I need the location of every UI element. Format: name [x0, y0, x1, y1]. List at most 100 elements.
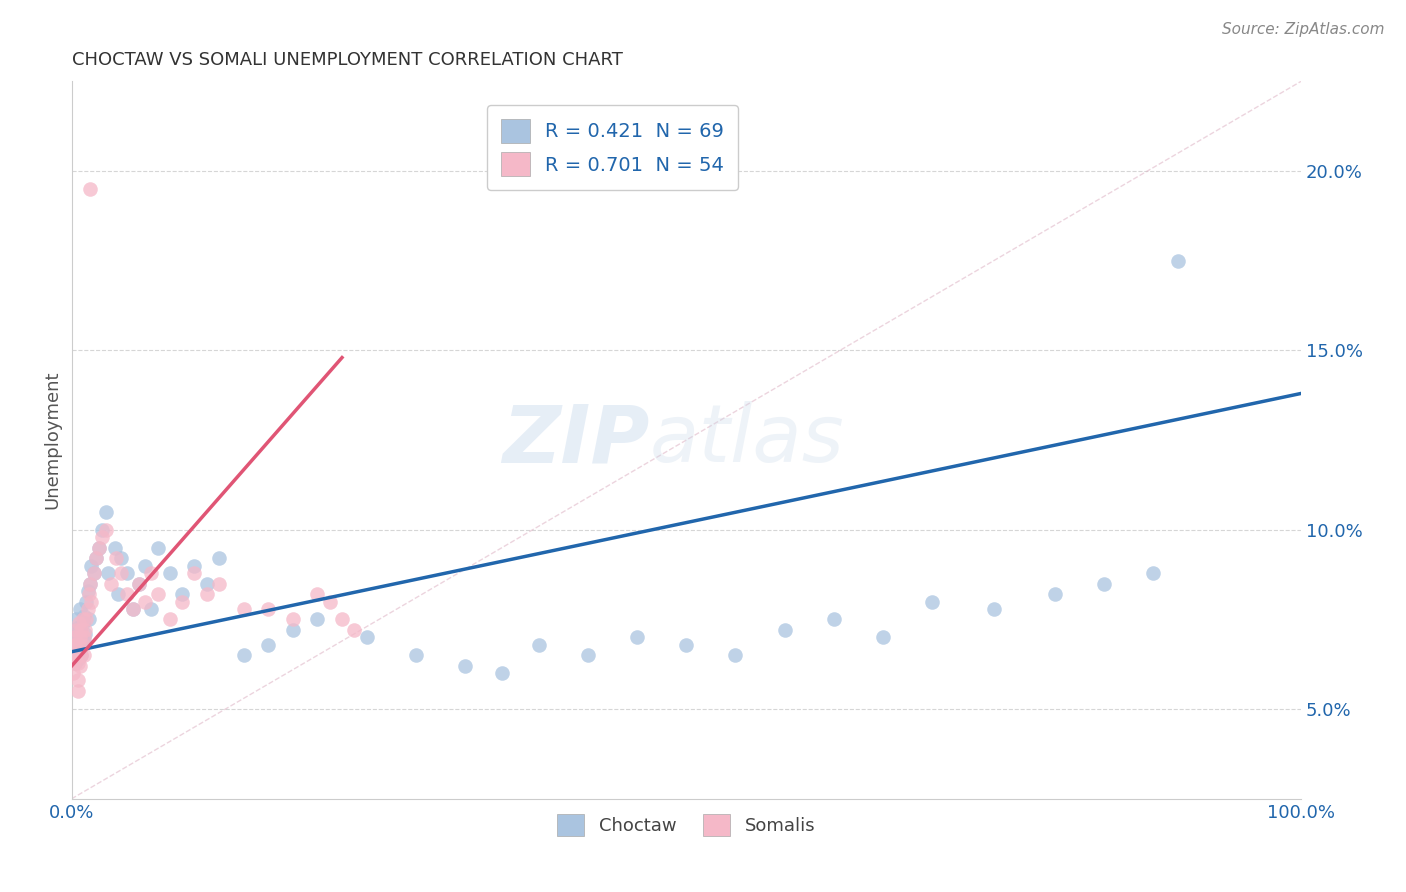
Text: CHOCTAW VS SOMALI UNEMPLOYMENT CORRELATION CHART: CHOCTAW VS SOMALI UNEMPLOYMENT CORRELATI… [72, 51, 623, 69]
Point [195, 587, 218, 601]
Point [94, 523, 117, 537]
Point [122, 601, 145, 615]
Point [70, 648, 93, 663]
Point [823, 612, 845, 626]
Point [281, 624, 304, 638]
Point [94, 505, 117, 519]
Point [983, 601, 1005, 615]
Point [73, 627, 96, 641]
Point [183, 566, 205, 580]
Point [72, 612, 94, 626]
Point [675, 638, 697, 652]
Text: Source: ZipAtlas.com: Source: ZipAtlas.com [1222, 22, 1385, 37]
Point [183, 558, 205, 573]
Point [491, 666, 513, 681]
Point [1043, 587, 1066, 601]
Point [115, 587, 138, 601]
Point [141, 566, 163, 580]
Point [62, 638, 84, 652]
Point [67, 615, 90, 630]
Point [65, 612, 87, 626]
Point [91, 530, 114, 544]
Point [232, 601, 254, 615]
Point [72, 638, 94, 652]
Point [91, 523, 114, 537]
Point [76, 601, 98, 615]
Point [67, 620, 90, 634]
Point [87, 541, 110, 555]
Point [77, 587, 100, 601]
Point [70, 631, 93, 645]
Point [84, 551, 107, 566]
Point [67, 638, 90, 652]
Point [921, 594, 943, 608]
Point [66, 684, 89, 698]
Point [75, 612, 97, 626]
Point [232, 648, 254, 663]
Text: ZIP: ZIP [502, 401, 650, 479]
Point [69, 659, 91, 673]
Point [97, 566, 120, 580]
Point [110, 551, 132, 566]
Point [76, 583, 98, 598]
Point [307, 587, 329, 601]
Point [134, 594, 156, 608]
Point [77, 612, 100, 626]
Point [1092, 576, 1115, 591]
Point [307, 612, 329, 626]
Point [122, 601, 145, 615]
Point [65, 631, 87, 645]
Point [257, 638, 280, 652]
Point [141, 601, 163, 615]
Point [79, 576, 101, 591]
Point [159, 566, 181, 580]
Point [84, 551, 107, 566]
Point [65, 638, 87, 652]
Point [257, 601, 280, 615]
Point [405, 648, 427, 663]
Point [73, 608, 96, 623]
Point [73, 634, 96, 648]
Point [66, 652, 89, 666]
Point [319, 594, 342, 608]
Point [83, 566, 105, 580]
Point [1167, 253, 1189, 268]
Point [100, 576, 122, 591]
Point [80, 594, 103, 608]
Point [146, 587, 169, 601]
Point [172, 594, 194, 608]
Point [128, 576, 150, 591]
Point [62, 666, 84, 681]
Point [110, 566, 132, 580]
Point [115, 566, 138, 580]
Point [576, 648, 599, 663]
Point [107, 587, 129, 601]
Point [208, 551, 231, 566]
Point [80, 558, 103, 573]
Point [65, 624, 87, 638]
Point [65, 648, 87, 663]
Point [63, 648, 86, 663]
Point [343, 624, 366, 638]
Point [65, 638, 87, 652]
Point [872, 631, 894, 645]
Point [146, 541, 169, 555]
Point [62, 648, 84, 663]
Point [66, 645, 89, 659]
Point [773, 624, 796, 638]
Point [73, 648, 96, 663]
Point [195, 576, 218, 591]
Point [73, 631, 96, 645]
Point [626, 631, 648, 645]
Legend: Choctaw, Somalis: Choctaw, Somalis [550, 807, 823, 844]
Point [70, 648, 93, 663]
Point [330, 612, 353, 626]
Point [79, 576, 101, 591]
Point [128, 576, 150, 591]
Point [63, 624, 86, 638]
Point [454, 659, 477, 673]
Point [75, 594, 97, 608]
Point [159, 612, 181, 626]
Point [79, 182, 101, 196]
Point [172, 587, 194, 601]
